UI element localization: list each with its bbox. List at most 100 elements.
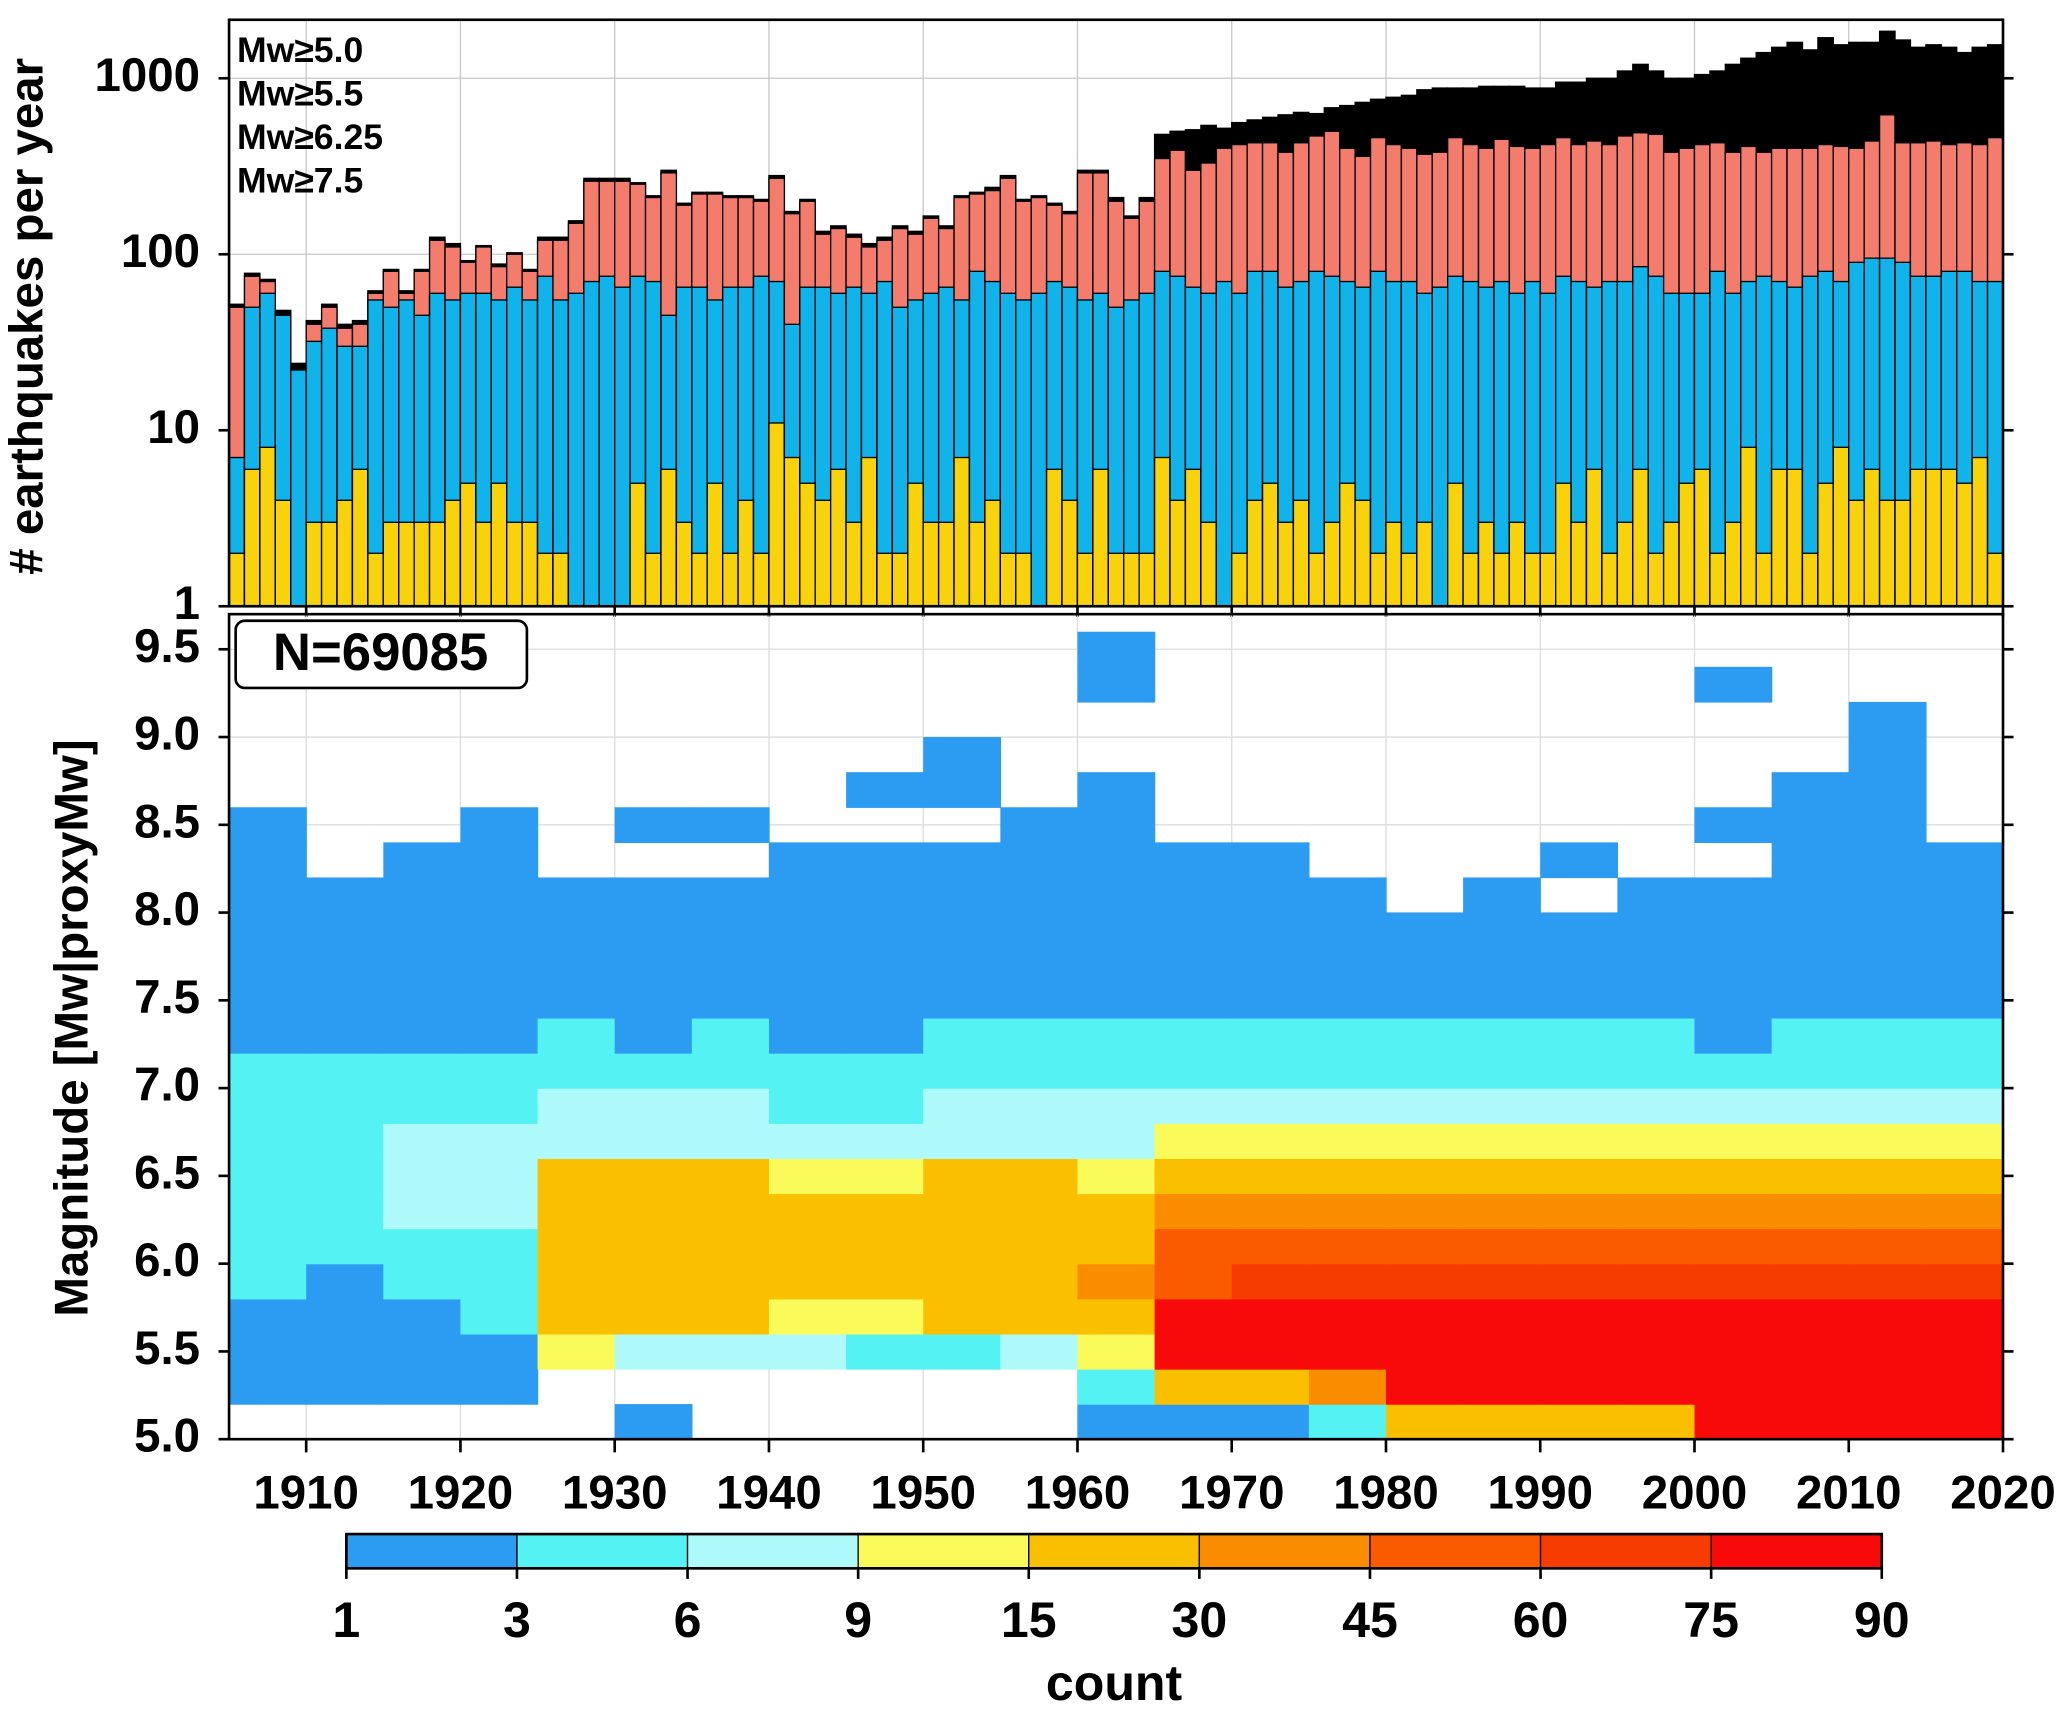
bar — [1200, 521, 1217, 607]
heatmap-cell — [1617, 1123, 1696, 1159]
heatmap-cell — [1231, 1053, 1310, 1089]
heatmap-cell — [1000, 877, 1079, 914]
heatmap-cell — [1848, 947, 1927, 984]
heatmap-cell — [1540, 912, 1619, 949]
heatmap-cell — [1771, 877, 1850, 914]
heatmap-cell — [383, 877, 462, 914]
heatmap-cell — [1925, 1123, 2004, 1159]
bar — [629, 482, 647, 607]
heatmap-cell — [1231, 947, 1310, 984]
heatmap-cell — [1154, 1404, 1233, 1440]
heatmap-cell — [923, 1228, 1001, 1265]
heatmap-cell — [1463, 912, 1541, 949]
heatmap-cell — [1154, 1228, 1233, 1265]
heatmap-cell — [1463, 1017, 1541, 1054]
colorbar-tick-label: 3 — [503, 1592, 531, 1648]
heatmap-cell — [229, 807, 307, 844]
heatmap-cell — [460, 1368, 539, 1405]
y-axis-label: # earthquakes per year — [1, 58, 54, 575]
heatmap-cell — [1771, 842, 1850, 879]
heatmap-cell — [1385, 1263, 1464, 1300]
bar — [382, 521, 400, 607]
heatmap-cell — [1308, 1088, 1387, 1124]
heatmap-cell — [614, 947, 693, 984]
heatmap-cell — [460, 912, 539, 949]
colorbar-tick-label: 45 — [1342, 1592, 1398, 1648]
heatmap-cell — [691, 1017, 770, 1054]
heatmap-cell — [1540, 1088, 1619, 1124]
heatmap-cell — [460, 1158, 539, 1195]
heatmap-cell — [1077, 1298, 1156, 1335]
heatmap-cell — [460, 1333, 539, 1370]
heatmap-cell — [1771, 1404, 1850, 1440]
colorbar-tick-label: 15 — [1001, 1592, 1057, 1648]
bar — [1246, 499, 1264, 607]
heatmap-cell — [1077, 631, 1156, 668]
heatmap-cell — [1231, 1368, 1310, 1405]
heatmap-cell — [1077, 772, 1156, 808]
heatmap-cell — [1231, 1158, 1310, 1195]
bar — [1632, 468, 1649, 607]
heatmap-cell — [229, 1158, 307, 1195]
heatmap-cell — [1925, 1193, 2004, 1230]
bar — [1123, 552, 1140, 607]
bar — [305, 521, 323, 607]
heatmap-cell — [537, 1158, 616, 1195]
bar — [459, 482, 477, 607]
y-tick-label: 1 — [174, 577, 200, 630]
heatmap-cell — [614, 1193, 693, 1230]
heatmap-cell — [229, 1298, 307, 1335]
legend-entry: Mw≥5.5 — [237, 74, 363, 114]
bar — [1601, 552, 1619, 607]
heatmap-cell — [460, 1017, 539, 1054]
heatmap-cell — [1771, 1333, 1850, 1370]
heatmap-cell — [1694, 982, 1773, 1019]
colorbar-tick-label: 75 — [1683, 1592, 1739, 1648]
heatmap-cell — [1154, 982, 1233, 1019]
x-tick-label: 1960 — [1025, 1466, 1131, 1519]
heatmap-cell — [614, 1333, 693, 1370]
heatmap-cell — [537, 1123, 616, 1159]
bar — [829, 468, 847, 607]
heatmap-cell — [1771, 912, 1850, 949]
x-tick-label: 1970 — [1179, 1466, 1285, 1519]
heatmap-cell — [1385, 1017, 1464, 1054]
heatmap-cell — [1694, 1263, 1773, 1300]
heatmap-cell — [383, 1368, 462, 1405]
heatmap-cell — [1925, 1368, 2004, 1405]
bar — [953, 456, 971, 607]
heatmap-cell — [1540, 1053, 1619, 1089]
heatmap-cell — [1771, 1298, 1850, 1335]
heatmap-cell — [1694, 1368, 1773, 1405]
colorbar-segment — [1710, 1533, 1883, 1570]
heatmap-cell — [1617, 1333, 1696, 1370]
bar — [1400, 552, 1418, 607]
heatmap-cell — [1925, 1298, 2004, 1335]
heatmap-cell — [1617, 877, 1696, 914]
heatmap-cell — [1231, 1263, 1310, 1300]
heatmap-cell — [691, 1228, 770, 1265]
heatmap-cell — [1925, 877, 2004, 914]
heatmap-cell — [1617, 1193, 1696, 1230]
heatmap-cell — [1077, 1263, 1156, 1300]
bar — [799, 482, 816, 607]
heatmap-cell — [923, 737, 1001, 773]
heatmap-cell — [846, 842, 924, 879]
heatmap-cell — [1848, 1404, 1927, 1440]
heatmap-cell — [1540, 1368, 1619, 1405]
bar — [1724, 521, 1742, 607]
y-tick-label: 100 — [121, 225, 200, 278]
bar — [598, 275, 616, 607]
heatmap-cell — [306, 1017, 384, 1054]
heatmap-cell — [383, 1088, 462, 1124]
heatmap-cell — [1077, 912, 1156, 949]
heatmap-cell — [1771, 1088, 1850, 1124]
heatmap-cell — [1771, 1368, 1850, 1405]
bar — [1508, 521, 1526, 607]
heatmap-cell — [1771, 772, 1850, 808]
plot-frame — [227, 18, 2005, 608]
bar — [1030, 292, 1048, 607]
heatmap-cell — [1771, 947, 1850, 984]
colorbar-tick-label: 30 — [1172, 1592, 1228, 1648]
